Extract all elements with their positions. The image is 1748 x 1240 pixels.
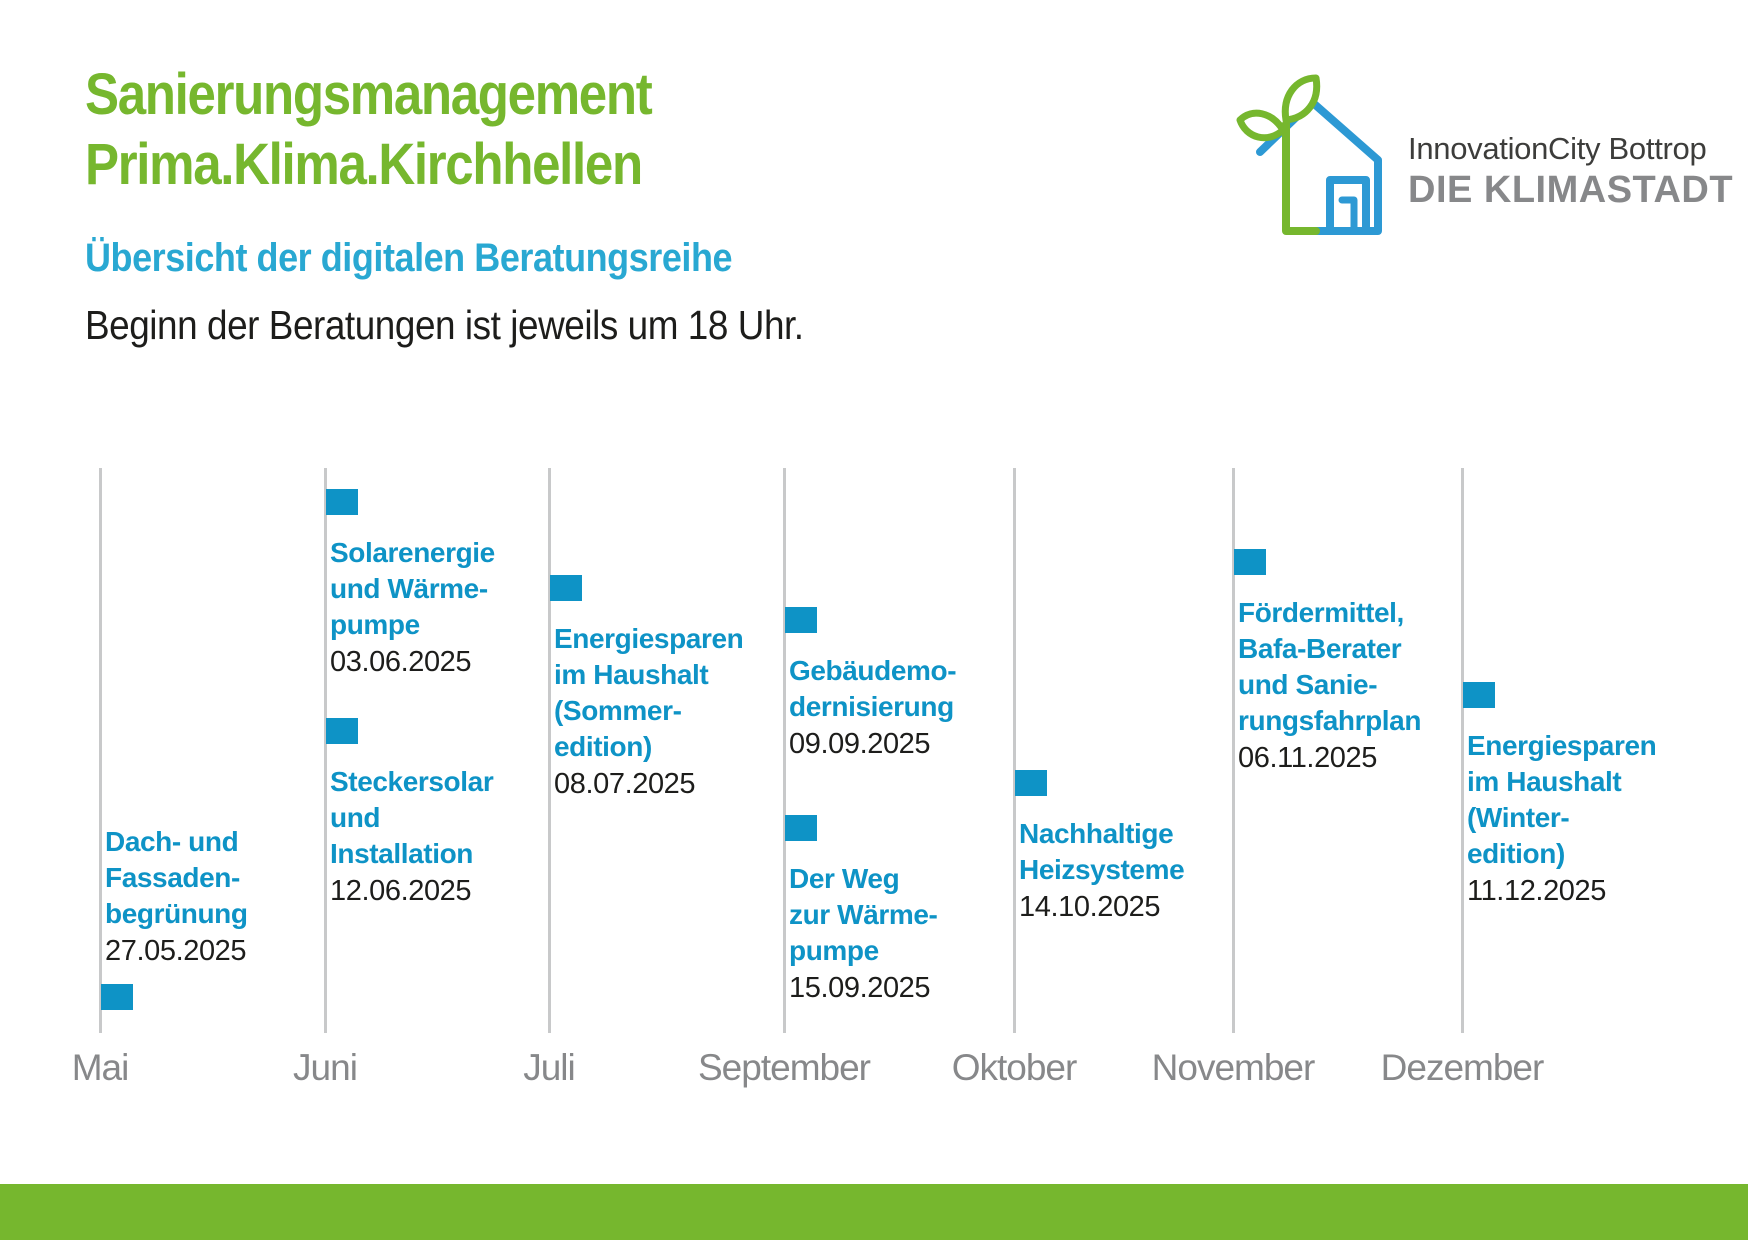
event-marker-square bbox=[550, 575, 582, 601]
house-with-plant-icon bbox=[1236, 74, 1382, 235]
month-label-november: November bbox=[1151, 1047, 1316, 1088]
logo-text: InnovationCity Bottrop DIE KLIMASTADT bbox=[1408, 130, 1733, 212]
event-date: 27.05.2025 bbox=[105, 935, 247, 967]
event-marker-square bbox=[1234, 549, 1266, 575]
event-date: 03.06.2025 bbox=[330, 646, 472, 678]
page-title: Sanierungsmanagement Prima.Klima.Kirchhe… bbox=[85, 62, 653, 197]
event-title: Nachhaltige Heizsysteme bbox=[1019, 818, 1185, 885]
event-title: Energiesparen im Haushalt (Sommer- editi… bbox=[554, 623, 744, 762]
innovationcity-logo: InnovationCity Bottrop DIE KLIMASTADT bbox=[1230, 50, 1733, 240]
timeline-event: Nachhaltige Heizsysteme 14.10.2025 bbox=[1015, 770, 1185, 926]
event-date: 14.10.2025 bbox=[1019, 891, 1161, 923]
bottom-green-bar bbox=[0, 1184, 1748, 1240]
event-marker-square bbox=[785, 607, 817, 633]
event-title: Fördermittel, Bafa-Berater und Sanie- ru… bbox=[1238, 597, 1422, 736]
event-title: Gebäudemo- dernisierung bbox=[789, 655, 957, 722]
event-title: Dach- und Fassaden- begrünung bbox=[105, 826, 248, 929]
month-line-dezember bbox=[1461, 468, 1464, 1033]
intro-text: Beginn der Beratungen ist jeweils um 18 … bbox=[85, 302, 804, 348]
event-date: 09.09.2025 bbox=[789, 728, 931, 760]
timeline-event: Solarenergie und Wärme- pumpe 03.06.2025 bbox=[326, 489, 495, 681]
event-date: 06.11.2025 bbox=[1238, 742, 1377, 774]
timeline-event: Energiesparen im Haushalt (Winter- editi… bbox=[1463, 682, 1657, 910]
event-marker-square bbox=[326, 489, 358, 515]
month-label-mai: Mai bbox=[71, 1047, 130, 1088]
event-title: Solarenergie und Wärme- pumpe bbox=[330, 537, 495, 640]
event-marker-square bbox=[1463, 682, 1495, 708]
logo-claim: DIE KLIMASTADT bbox=[1408, 169, 1734, 211]
logo-company-name: InnovationCity Bottrop bbox=[1408, 131, 1707, 166]
event-date: 15.09.2025 bbox=[789, 972, 931, 1004]
month-line-juni bbox=[324, 468, 327, 1033]
month-line-mai bbox=[99, 468, 102, 1033]
month-label-september: September bbox=[698, 1047, 871, 1088]
event-title: Energiesparen im Haushalt (Winter- editi… bbox=[1467, 730, 1657, 869]
event-marker-square bbox=[785, 815, 817, 841]
month-line-november bbox=[1232, 468, 1235, 1033]
timeline-event: Steckersolar und Installation 12.06.2025 bbox=[326, 718, 494, 910]
month-line-juli bbox=[548, 468, 551, 1033]
event-marker-square bbox=[101, 984, 133, 1010]
month-label-dezember: Dezember bbox=[1380, 1047, 1545, 1088]
event-title: Steckersolar und Installation bbox=[330, 766, 494, 869]
timeline-event: Der Weg zur Wärme- pumpe 15.09.2025 bbox=[785, 815, 938, 1007]
event-marker-square bbox=[1015, 770, 1047, 796]
timeline-event: Dach- und Fassaden- begrünung 27.05.2025 bbox=[101, 824, 248, 1010]
event-title: Der Weg zur Wärme- pumpe bbox=[789, 863, 938, 966]
month-label-juli: Juli bbox=[523, 1047, 576, 1088]
event-marker-square bbox=[326, 718, 358, 744]
timeline-event: Energiesparen im Haushalt (Sommer- editi… bbox=[550, 575, 744, 803]
month-line-september bbox=[783, 468, 786, 1033]
timeline-event: Gebäudemo- dernisierung 09.09.2025 bbox=[785, 607, 957, 763]
month-line-oktober bbox=[1013, 468, 1016, 1033]
event-date: 08.07.2025 bbox=[554, 768, 696, 800]
event-date: 12.06.2025 bbox=[330, 875, 472, 907]
event-date: 11.12.2025 bbox=[1467, 875, 1606, 907]
month-label-oktober: Oktober bbox=[951, 1047, 1078, 1088]
month-label-juni: Juni bbox=[293, 1047, 358, 1088]
subtitle: Übersicht der digitalen Beratungsreihe bbox=[85, 236, 733, 280]
timeline-event: Fördermittel, Bafa-Berater und Sanie- ru… bbox=[1234, 549, 1421, 777]
